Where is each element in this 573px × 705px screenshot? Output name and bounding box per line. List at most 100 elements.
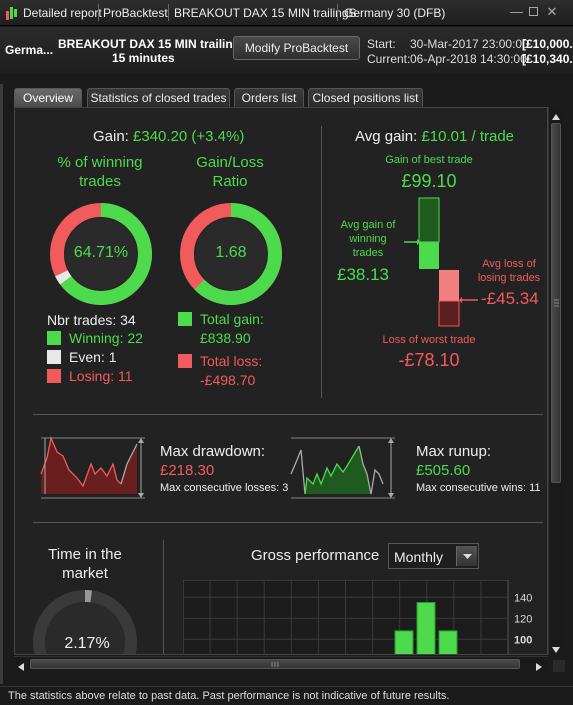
even-swatch [47, 350, 61, 364]
total-loss-label: Total loss: [200, 353, 263, 369]
start-value: 30-Mar-2017 23:00:00 [410, 37, 529, 51]
avg-trade-bars [404, 197, 478, 327]
winning-pct-value: 64.71% [73, 244, 129, 261]
runup-consec-wins: Max consecutive wins: 11 [416, 482, 541, 494]
row-separator-1 [33, 414, 543, 415]
start-label: Start: [367, 37, 396, 51]
app-icon [5, 5, 19, 21]
losing-count: Losing: 11 [69, 368, 133, 384]
section-divider [321, 126, 322, 398]
avg-win-value: £38.13 [337, 265, 389, 284]
section-divider-2 [163, 540, 164, 654]
gain-loss-title-1: Gain/Loss [196, 154, 264, 171]
runup-chart [290, 437, 395, 499]
worst-trade-label: Loss of worst trade [382, 334, 476, 346]
total-loss-value: -£498.70 [200, 372, 256, 388]
horizontal-scrollbar[interactable] [14, 656, 548, 671]
scroll-up-icon[interactable] [551, 109, 561, 120]
resize-grip-icon[interactable] [553, 660, 565, 672]
tab-statistics-closed-trades[interactable]: Statistics of closed trades [87, 88, 230, 108]
window-instrument: Germany 30 (DFB) [344, 6, 446, 20]
gain-loss-value: 1.68 [215, 244, 247, 261]
period-select-value: Monthly [394, 549, 444, 565]
gain-loss-title-2: Ratio [212, 173, 248, 190]
avg-loss-label-2: losing trades [477, 272, 541, 284]
market-title-2: market [62, 565, 108, 582]
winning-swatch [47, 331, 61, 345]
total-gain-label: Total gain: [200, 311, 264, 327]
close-icon[interactable]: ✕ [546, 4, 558, 19]
vertical-scroll-thumb[interactable] [551, 123, 561, 483]
runup-value: £505.60 [416, 462, 471, 479]
tab-overview[interactable]: Overview [14, 88, 82, 108]
vertical-scrollbar[interactable] [548, 107, 562, 655]
scroll-left-icon[interactable] [16, 659, 26, 671]
even-count: Even: 1 [69, 349, 117, 365]
winning-pct-title-2: trades [79, 173, 121, 190]
modify-probacktest-button[interactable]: Modify ProBacktest [233, 36, 360, 60]
start-capital: [£10,000.( [522, 37, 573, 51]
tab-bar: Overview Statistics of closed trades Ord… [0, 84, 573, 108]
runup-label: Max runup: [416, 443, 492, 460]
maximize-icon[interactable] [527, 5, 539, 19]
gain-label: Gain: [93, 128, 129, 145]
nbr-trades: Nbr trades: 34 [47, 312, 136, 328]
avg-gain-value: £10.01 / trade [421, 128, 515, 145]
winning-count: Winning: 22 [69, 330, 143, 346]
avg-loss-label-1: Avg loss of [482, 258, 536, 270]
winning-pct-title-1: % of winning [57, 154, 143, 171]
drawdown-label: Max drawdown: [160, 443, 266, 460]
window-edge [0, 84, 3, 684]
scroll-down-icon[interactable] [551, 642, 561, 653]
gross-bar [394, 630, 414, 654]
drawdown-chart [40, 435, 145, 499]
drawdown-value: £218.30 [160, 462, 215, 479]
gross-bar [416, 602, 436, 654]
gross-performance-chart: 100 120 140 [183, 580, 532, 654]
horizontal-scroll-thumb[interactable] [30, 659, 520, 669]
current-value: 06-Apr-2018 14:30:00 [410, 52, 527, 66]
winning-pct-donut [50, 203, 152, 305]
overview-panel: Gain: £340.20 (+3.4%) % of winning trade… [14, 107, 548, 655]
avg-win-label-2: winning [349, 233, 387, 245]
best-trade-label: Gain of best trade [385, 154, 473, 166]
market-value: 2.17% [64, 635, 110, 652]
gross-title: Gross performance [251, 547, 380, 564]
current-label: Current: [367, 52, 411, 66]
tab-closed-positions-list[interactable]: Closed positions list [308, 88, 423, 108]
total-gain-value: £838.90 [200, 330, 251, 346]
instrument-short: Germa... [5, 43, 54, 57]
disclaimer-footer: The statistics above relate to past data… [0, 686, 573, 705]
total-loss-swatch [178, 354, 192, 368]
row-separator-2 [33, 522, 543, 523]
gross-bar [438, 630, 458, 654]
minimize-icon[interactable]: — [510, 4, 523, 19]
gross-y-tick: 140 [514, 592, 532, 604]
current-capital: [£10,340.3 [522, 52, 573, 66]
report-header: Germa... BREAKOUT DAX 15 MIN trailingS 1… [0, 27, 573, 73]
avg-gain-heading: Avg gain: £10.01 / trade [355, 128, 514, 145]
losing-swatch [47, 369, 61, 383]
title-bar: Detailed report ProBacktest BREAKOUT DAX… [0, 0, 573, 26]
avg-loss-value: -£45.34 [481, 289, 539, 308]
window-title: Detailed report [23, 6, 102, 20]
worst-trade-value: -£78.10 [398, 350, 460, 370]
timeframe: 15 minutes [112, 51, 175, 65]
gross-y-tick: 120 [514, 613, 532, 625]
best-trade-value: £99.10 [401, 171, 457, 191]
period-select[interactable]: Monthly [388, 543, 479, 569]
total-gain-swatch [178, 312, 192, 326]
window-system: BREAKOUT DAX 15 MIN trailingS [174, 6, 357, 20]
avg-win-label-1: Avg gain of [340, 219, 396, 231]
market-donut [33, 590, 137, 654]
market-title-1: Time in the [48, 546, 122, 563]
avg-win-label-3: trades [352, 247, 384, 259]
scroll-right-icon[interactable] [534, 659, 544, 671]
gross-y-tick: 100 [514, 634, 532, 646]
tab-orders-list[interactable]: Orders list [234, 88, 304, 108]
avg-gain-label: Avg gain: [355, 128, 418, 145]
chevron-down-icon[interactable] [456, 546, 477, 566]
drawdown-consec-losses: Max consecutive losses: 3 [160, 482, 289, 494]
gain-heading: Gain: £340.20 (+3.4%) [93, 128, 244, 145]
system-name: BREAKOUT DAX 15 MIN trailingS [58, 37, 249, 51]
